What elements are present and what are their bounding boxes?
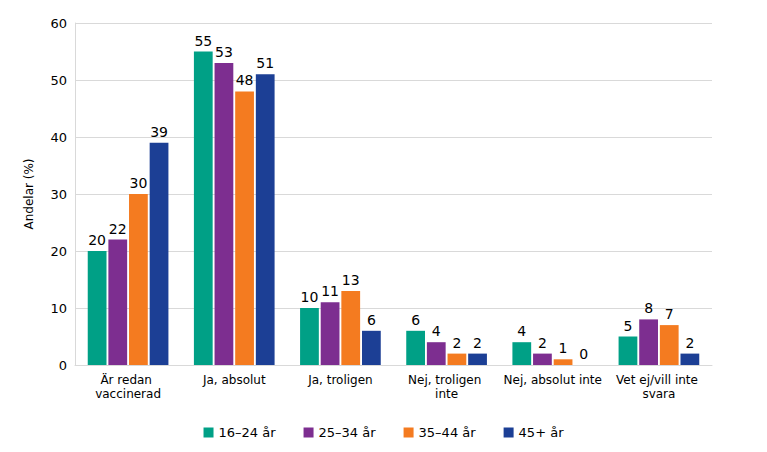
svg-text:6: 6 <box>411 312 420 328</box>
svg-text:16–24 år: 16–24 år <box>219 425 277 440</box>
svg-text:Ja, absolut: Ja, absolut <box>202 373 266 387</box>
svg-text:48: 48 <box>236 72 254 88</box>
svg-text:4: 4 <box>432 323 441 339</box>
svg-text:4: 4 <box>517 323 526 339</box>
svg-text:7: 7 <box>665 306 674 322</box>
svg-text:60: 60 <box>50 16 67 31</box>
svg-text:1: 1 <box>559 340 568 356</box>
svg-text:2: 2 <box>452 335 461 351</box>
svg-text:50: 50 <box>50 73 67 88</box>
svg-text:Nej, absolut inte: Nej, absolut inte <box>504 373 602 387</box>
svg-text:10: 10 <box>301 289 319 305</box>
svg-text:svara: svara <box>642 387 675 401</box>
svg-text:40: 40 <box>50 130 67 145</box>
svg-text:35–44 år: 35–44 år <box>419 425 477 440</box>
svg-text:30: 30 <box>129 175 147 191</box>
svg-text:20: 20 <box>88 232 106 248</box>
svg-text:10: 10 <box>50 301 67 316</box>
svg-text:45+ år: 45+ år <box>519 425 565 440</box>
svg-text:6: 6 <box>367 312 376 328</box>
svg-text:2: 2 <box>473 335 482 351</box>
svg-text:39: 39 <box>150 124 168 140</box>
svg-text:11: 11 <box>321 283 339 299</box>
svg-text:25–34 år: 25–34 år <box>319 425 377 440</box>
svg-text:inte: inte <box>435 387 458 401</box>
svg-text:2: 2 <box>538 335 547 351</box>
svg-text:Är redan: Är redan <box>100 372 155 387</box>
svg-text:20: 20 <box>50 244 67 259</box>
svg-text:Ja, troligen: Ja, troligen <box>307 373 373 387</box>
svg-text:0: 0 <box>59 358 67 373</box>
svg-text:30: 30 <box>50 187 67 202</box>
svg-text:13: 13 <box>342 272 360 288</box>
svg-text:0: 0 <box>579 346 588 362</box>
svg-text:2: 2 <box>685 335 694 351</box>
svg-text:Vet ej/vill inte: Vet ej/vill inte <box>616 373 702 387</box>
svg-text:vaccinerad: vaccinerad <box>95 387 161 401</box>
svg-text:Nej, troligen: Nej, troligen <box>408 373 485 387</box>
svg-text:53: 53 <box>215 44 233 60</box>
svg-text:8: 8 <box>644 300 653 316</box>
svg-text:55: 55 <box>194 33 212 49</box>
svg-text:5: 5 <box>623 318 632 334</box>
svg-text:22: 22 <box>109 221 127 237</box>
svg-text:Andelar (%): Andelar (%) <box>22 158 36 229</box>
svg-text:51: 51 <box>256 55 274 71</box>
